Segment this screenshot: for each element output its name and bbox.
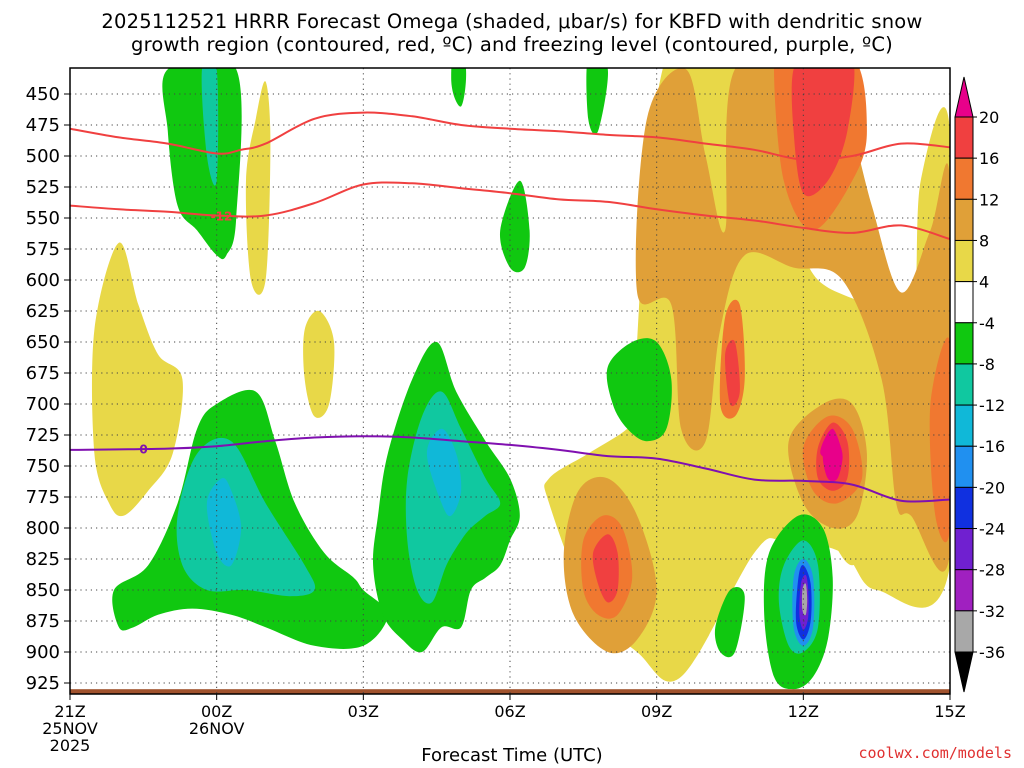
x-tick-label-00Z-0: 00Z [201, 702, 232, 721]
colorbar-swatch-6 [954, 363, 974, 406]
y-tick-label-450: 450 [26, 84, 60, 105]
colorbar-label-7: -12 [979, 396, 1005, 415]
colorbar-swatch-1 [954, 157, 974, 200]
omega-region-downward-00z-low-12 [206, 477, 242, 567]
colorbar-label-4: 4 [979, 273, 989, 292]
colorbar-label-6: -8 [979, 355, 995, 374]
y-tick-label-850: 850 [26, 580, 60, 601]
colorbar-swatch-7 [954, 404, 974, 447]
y-tick-label-750: 750 [26, 456, 60, 477]
colorbar-label-1: 16 [979, 149, 999, 168]
colorbar-swatch-9 [954, 486, 974, 530]
colorbar-swatch-8 [954, 445, 974, 488]
omega-region-downward-12z-32 [801, 583, 808, 616]
colorbar-label-2: 12 [979, 190, 999, 209]
x-tick-label-12Z-0: 12Z [788, 702, 819, 721]
colorbar-swatch-10 [954, 528, 974, 571]
colorbar-swatch-5 [954, 322, 974, 365]
colorbar-label-5: -4 [979, 314, 995, 333]
freezing-level-line [70, 435, 950, 503]
freezing-level-label: 0 [139, 443, 147, 457]
omega-region-upward-16 [791, 68, 855, 197]
omega-region-upward-01z-thin [245, 81, 271, 295]
contour-lines: -12 0 [70, 111, 950, 503]
colorbar-label-9: -20 [979, 478, 1005, 497]
omega-region-downward-06z-top [586, 68, 608, 135]
y-tick-label-775: 775 [26, 487, 60, 508]
y-tick-label-600: 600 [26, 270, 60, 291]
grid-lines [70, 68, 950, 694]
x-tick-label-15Z-0: 15Z [934, 702, 965, 721]
omega-region-downward-09z [714, 586, 745, 658]
y-tick-label-500: 500 [26, 146, 60, 167]
colorbar-label-10: -24 [979, 520, 1005, 539]
omega-region-downward-00z-low-8 [176, 437, 316, 597]
x-axis-title: Forecast Time (UTC) [421, 745, 603, 766]
dgz-contour-0 [70, 111, 950, 161]
colorbar-swatch-0 [954, 116, 974, 159]
colorbar-swatch-12 [954, 610, 974, 653]
omega-region-upward-16d [724, 339, 740, 407]
colorbar-label-12: -32 [979, 602, 1005, 621]
credit-text: coolwx.com/models [858, 744, 1012, 762]
colorbar-label-0: 20 [979, 108, 999, 127]
colorbar-label-11: -28 [979, 561, 1005, 580]
omega-region-upward-01z-mid [303, 310, 335, 418]
colorbar-label-13: -36 [979, 643, 1005, 662]
y-tick-label-900: 900 [26, 642, 60, 663]
colorbar-bottom-arrow [954, 651, 974, 693]
y-tick-label-550: 550 [26, 208, 60, 229]
x-tick-label-06Z-0: 06Z [494, 702, 525, 721]
y-tick-label-800: 800 [26, 518, 60, 539]
colorbar-label-3: 8 [979, 231, 989, 250]
x-tick-label-03Z-0: 03Z [348, 702, 379, 721]
chart-title-line2: growth region (contoured, red, ºC) and f… [131, 33, 893, 56]
y-tick-label-875: 875 [26, 611, 60, 632]
omega-region-downward-00z-upper [162, 68, 242, 260]
omega-region-downward-07z [606, 338, 672, 442]
axes: 450 475 500 525 550 575 600 625 650 675 700 725 750 7… [26, 67, 966, 755]
dgz-contour-label: -12 [211, 210, 233, 224]
colorbar-swatch-2 [954, 198, 974, 241]
omega-shading [70, 68, 950, 694]
x-tick-label-21Z-1: 25NOV [42, 719, 98, 738]
colorbar-swatch-11 [954, 569, 974, 612]
y-tick-label-650: 650 [26, 332, 60, 353]
chart-title-line1: 2025112521 HRRR Forecast Omega (shaded, … [101, 10, 923, 33]
y-tick-label-700: 700 [26, 394, 60, 415]
x-tick-label-21Z-0: 21Z [54, 702, 85, 721]
terrain-band [70, 689, 950, 694]
x-tick-label-09Z-0: 09Z [641, 702, 672, 721]
y-tick-label-675: 675 [26, 363, 60, 384]
dgz-contour-1 [70, 181, 950, 241]
colorbar-swatch-4 [954, 281, 974, 324]
omega-region-upward-20b [820, 428, 843, 462]
colorbar-top-arrow [954, 76, 974, 118]
x-tick-label-00Z-1: 26NOV [189, 719, 245, 738]
y-tick-label-525: 525 [26, 177, 60, 198]
colorbar-label-8: -16 [979, 437, 1005, 456]
omega-region-downward-04z-12 [426, 428, 462, 517]
omega-region-downward-03z [451, 68, 467, 107]
omega-region-upward-12e [929, 337, 950, 543]
y-tick-label-625: 625 [26, 301, 60, 322]
y-tick-label-475: 475 [26, 115, 60, 136]
y-tick-label-925: 925 [26, 673, 60, 694]
omega-region-downward-00z-upper-core [201, 68, 219, 186]
omega-region-upward-05-early [91, 242, 183, 517]
y-tick-label-725: 725 [26, 425, 60, 446]
y-tick-label-575: 575 [26, 239, 60, 260]
omega-region-upward-16b [592, 534, 619, 603]
colorbar: 20 16 12 8 4 -4 -8 -12 -16 -20 -24 -28 -32 -36 [954, 76, 1005, 693]
y-tick-label-825: 825 [26, 549, 60, 570]
x-tick-label-21Z-2: 2025 [50, 736, 91, 755]
colorbar-swatch-3 [954, 239, 974, 283]
